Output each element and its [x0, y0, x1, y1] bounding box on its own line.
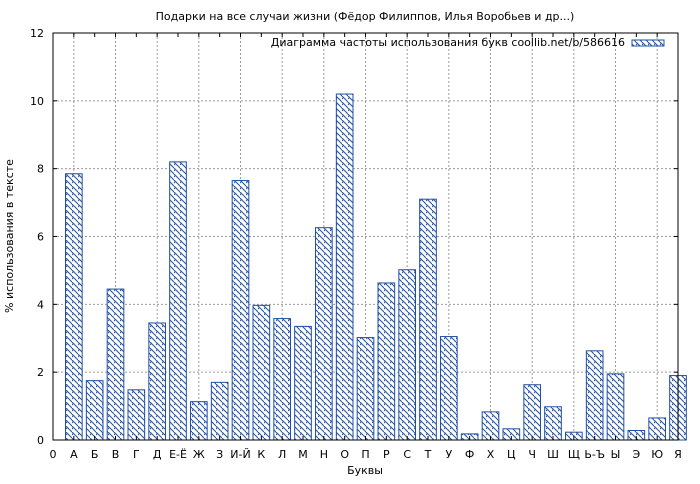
- bar: [315, 227, 333, 441]
- bar: [148, 322, 166, 441]
- bar: [294, 325, 312, 441]
- bar: [273, 318, 292, 441]
- x-tick-label: Ш: [547, 448, 559, 461]
- x-tick-label: Я: [674, 448, 682, 461]
- bar: [481, 411, 500, 441]
- bar: [335, 93, 354, 441]
- x-tick-label: М: [298, 448, 308, 461]
- chart-title: Подарки на все случаи жизни (Фёдор Филип…: [156, 10, 575, 23]
- bar: [85, 380, 104, 441]
- x-tick-label: Ж: [193, 448, 205, 461]
- x-tick-label: Ч: [528, 448, 536, 461]
- bar: [106, 288, 125, 441]
- x-tick-label: Ю: [651, 448, 663, 461]
- x-tick-label: Щ: [568, 448, 580, 461]
- bar: [544, 406, 562, 441]
- y-tick-label: 12: [30, 27, 44, 40]
- x-tick-label: Д: [153, 448, 162, 461]
- x-tick-label: Е-Ё: [169, 448, 187, 461]
- bar: [65, 173, 83, 441]
- x-tick-label: Ь-Ъ: [584, 448, 605, 461]
- legend-swatch: [631, 39, 665, 47]
- bar: [127, 389, 146, 441]
- bar: [190, 401, 208, 441]
- bar: [169, 161, 187, 441]
- x-tick-label: Ы: [611, 448, 621, 461]
- bar: [210, 381, 229, 441]
- bar: [523, 384, 541, 441]
- legend-label: Диаграмма частоты использования букв coo…: [271, 36, 625, 49]
- x-tick-label: 0: [50, 448, 57, 461]
- x-tick-label: П: [361, 448, 369, 461]
- x-tick-label: Г: [133, 448, 140, 461]
- y-axis-label: % использования в тексте: [3, 159, 16, 313]
- bar: [585, 350, 604, 441]
- x-tick-label: У: [445, 448, 452, 461]
- x-tick-label: С: [403, 448, 411, 461]
- bar: [398, 269, 417, 441]
- legend: Диаграмма частоты использования букв coo…: [271, 36, 665, 49]
- bar: [377, 282, 396, 441]
- x-tick-label: Х: [487, 448, 495, 461]
- x-tick-label: Р: [383, 448, 390, 461]
- bars: [65, 93, 687, 441]
- x-tick-label: О: [340, 448, 349, 461]
- x-tick-label: З: [216, 448, 223, 461]
- x-tick-label: И-Й: [230, 448, 250, 461]
- bar: [440, 336, 458, 441]
- x-tick-label: Б: [91, 448, 99, 461]
- x-tick-label: Э: [632, 448, 640, 461]
- x-tick-label: Т: [424, 448, 432, 461]
- x-tick-label: Ф: [465, 448, 474, 461]
- y-tick-label: 2: [37, 366, 44, 379]
- x-tick-label: Н: [320, 448, 328, 461]
- x-tick-label: Ц: [507, 448, 516, 461]
- y-tick-label: 8: [37, 163, 44, 176]
- y-tick-label: 6: [37, 231, 44, 244]
- y-tick-label: 4: [37, 298, 44, 311]
- x-tick-label: В: [112, 448, 120, 461]
- x-tick-label: А: [70, 448, 78, 461]
- bar: [606, 373, 625, 441]
- y-tick-label: 0: [37, 434, 44, 447]
- bar: [252, 304, 271, 441]
- x-tick-label: К: [257, 448, 265, 461]
- bar: [419, 198, 437, 441]
- x-tick-label: Л: [278, 448, 286, 461]
- bar: [231, 180, 250, 441]
- y-tick-label: 10: [30, 95, 44, 108]
- x-axis-label: Буквы: [347, 464, 383, 477]
- bar: [356, 337, 375, 441]
